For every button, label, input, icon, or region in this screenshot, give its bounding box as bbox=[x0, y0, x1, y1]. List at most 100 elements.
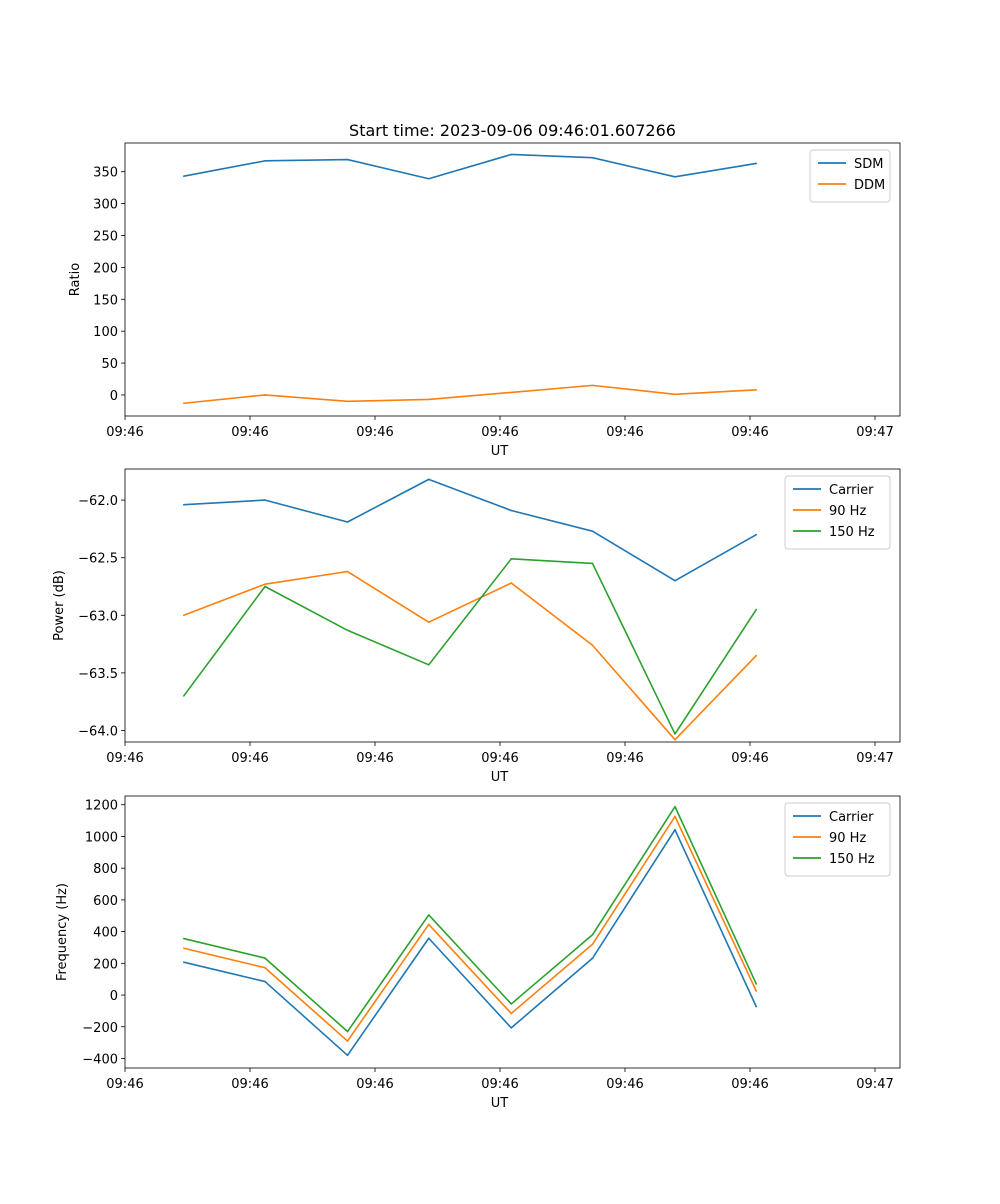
y-tick-label: 800 bbox=[93, 862, 118, 877]
data-point-carrier-4 bbox=[510, 1027, 513, 1029]
data-point-sdm-0 bbox=[182, 175, 185, 177]
data-point-150-hz-7 bbox=[755, 983, 758, 985]
chart-panel-ratio: 09:46 09:46 09:46 09:46 09:46 09:46 09:47 0 50 10… bbox=[68, 142, 901, 459]
y-tick-label: 300 bbox=[93, 198, 118, 213]
x-tick-label: 09:46 bbox=[231, 751, 268, 766]
data-point-sdm-3 bbox=[427, 177, 430, 180]
data-point-ddm-3 bbox=[427, 398, 430, 401]
x-tick-label: 09:46 bbox=[356, 425, 393, 440]
data-point-90-hz-7 bbox=[755, 990, 758, 992]
data-point-90-hz-1 bbox=[264, 583, 266, 585]
data-point-sdm-7 bbox=[755, 162, 758, 165]
x-tick-label: 09:46 bbox=[106, 425, 143, 440]
y-tick-label: 400 bbox=[93, 926, 118, 941]
data-point-carrier-7 bbox=[755, 533, 758, 536]
axes-frame bbox=[124, 468, 901, 743]
legend-label: Carrier bbox=[829, 810, 874, 825]
series-line-150-hz bbox=[183, 805, 757, 1033]
x-tick-label: 09:46 bbox=[606, 425, 643, 440]
y-axis-label: Frequency (Hz) bbox=[55, 883, 70, 981]
x-tick-label: 09:46 bbox=[356, 1077, 393, 1092]
legend-label: 90 Hz bbox=[829, 831, 866, 846]
x-tick-label: 09:46 bbox=[606, 751, 643, 766]
legend: Carrier 90 Hz 150 Hz bbox=[784, 475, 891, 550]
data-point-150-hz-1 bbox=[264, 585, 266, 588]
series-line-90-hz bbox=[183, 570, 757, 741]
data-point-carrier-0 bbox=[182, 503, 185, 506]
data-point-90-hz-3 bbox=[427, 621, 430, 624]
x-tick-label: 09:47 bbox=[856, 425, 893, 440]
data-point-ddm-7 bbox=[755, 389, 758, 391]
data-point-90-hz-4 bbox=[510, 582, 513, 584]
data-point-90-hz-7 bbox=[755, 654, 758, 657]
y-axis-label: Power (dB) bbox=[52, 570, 67, 641]
x-axis-label: UT bbox=[491, 1096, 509, 1111]
data-point-carrier-3 bbox=[427, 937, 430, 940]
data-point-150-hz-4 bbox=[510, 558, 513, 560]
data-point-carrier-0 bbox=[182, 961, 185, 964]
data-point-150-hz-3 bbox=[427, 664, 430, 666]
x-tick-label: 09:46 bbox=[481, 1077, 518, 1092]
series-line-sdm bbox=[183, 153, 757, 180]
data-point-90-hz-1 bbox=[264, 966, 266, 969]
chart-panel-power: 09:46 09:46 09:46 09:46 09:46 09:46 09:47 −64.0… bbox=[52, 468, 901, 785]
data-point-carrier-5 bbox=[591, 957, 594, 960]
data-point-sdm-2 bbox=[346, 158, 349, 161]
chart-panel-frequency: 09:46 09:46 09:46 09:46 09:46 09:46 09:47 −400 −… bbox=[55, 795, 901, 1111]
figure-title: Start time: 2023-09-06 09:46:01.607266 bbox=[349, 121, 676, 140]
x-tick-label: 09:46 bbox=[231, 1077, 268, 1092]
legend: Carrier 90 Hz 150 Hz bbox=[784, 802, 891, 877]
data-point-90-hz-5 bbox=[591, 943, 594, 946]
data-point-ddm-1 bbox=[264, 394, 266, 396]
y-tick-label: 0 bbox=[110, 389, 118, 404]
data-point-150-hz-2 bbox=[346, 1030, 349, 1033]
series-line-90-hz bbox=[183, 815, 757, 1042]
x-axis-label: UT bbox=[491, 770, 509, 785]
data-point-carrier-3 bbox=[427, 478, 430, 481]
data-point-carrier-5 bbox=[591, 530, 594, 533]
x-tick-label: 09:46 bbox=[731, 751, 768, 766]
y-tick-label: 50 bbox=[101, 357, 118, 372]
legend-label: SDM bbox=[854, 157, 883, 172]
data-point-carrier-6 bbox=[674, 579, 676, 582]
y-tick-label: 100 bbox=[93, 325, 118, 340]
data-point-150-hz-4 bbox=[510, 1003, 513, 1005]
data-point-sdm-1 bbox=[264, 160, 266, 162]
x-tick-label: 09:46 bbox=[356, 751, 393, 766]
data-point-ddm-0 bbox=[182, 402, 185, 405]
x-tick-label: 09:46 bbox=[481, 425, 518, 440]
legend-label: 90 Hz bbox=[829, 504, 866, 519]
y-tick-label: −64.0 bbox=[78, 724, 118, 739]
data-point-150-hz-6 bbox=[674, 805, 676, 808]
y-tick-label: 250 bbox=[93, 229, 118, 244]
legend-label: DDM bbox=[854, 178, 885, 193]
x-tick-label: 09:46 bbox=[231, 425, 268, 440]
data-point-sdm-5 bbox=[591, 156, 594, 159]
x-tick-label: 09:46 bbox=[481, 751, 518, 766]
series-line-carrier bbox=[183, 478, 757, 582]
data-point-150-hz-3 bbox=[427, 914, 430, 916]
legend-label: 150 Hz bbox=[829, 852, 875, 867]
data-point-ddm-6 bbox=[674, 393, 676, 396]
data-point-carrier-1 bbox=[264, 499, 266, 501]
y-tick-label: 600 bbox=[93, 894, 118, 909]
x-tick-label: 09:46 bbox=[606, 1077, 643, 1092]
data-point-sdm-6 bbox=[674, 176, 676, 178]
x-tick-label: 09:46 bbox=[731, 425, 768, 440]
data-point-90-hz-2 bbox=[346, 1040, 349, 1042]
axes-frame bbox=[124, 142, 901, 417]
y-tick-label: 200 bbox=[93, 957, 118, 972]
data-point-carrier-2 bbox=[346, 1054, 349, 1057]
y-tick-label: 200 bbox=[93, 261, 118, 276]
legend-label: 150 Hz bbox=[829, 525, 875, 540]
x-tick-label: 09:47 bbox=[856, 751, 893, 766]
y-tick-label: 1200 bbox=[85, 799, 118, 814]
data-point-90-hz-2 bbox=[346, 570, 349, 573]
data-point-150-hz-0 bbox=[182, 695, 185, 697]
data-point-carrier-1 bbox=[264, 980, 266, 983]
legend: SDM DDM bbox=[809, 149, 891, 203]
data-point-carrier-4 bbox=[510, 509, 513, 512]
y-tick-label: −200 bbox=[82, 1021, 118, 1036]
